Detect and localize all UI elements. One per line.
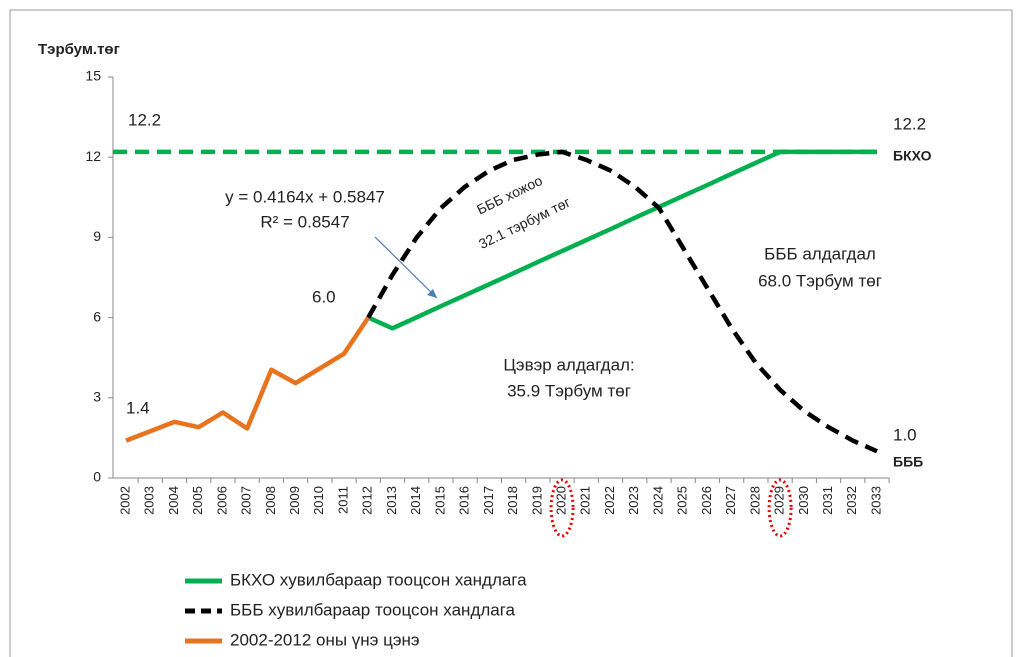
x-tick-label: 2009 (287, 486, 302, 515)
x-tick-label: 2003 (142, 486, 157, 515)
x-tick-label: 2004 (166, 486, 181, 515)
annotation: Цэвэр алдагдал: (503, 355, 634, 374)
x-tick-label: 2012 (360, 486, 375, 515)
x-tick-label: 2002 (117, 486, 132, 515)
x-tick-label: 2011 (335, 486, 350, 514)
x-tick-label: 2023 (626, 486, 641, 515)
x-tick-label: 2033 (868, 486, 883, 515)
annotation: 12.2 (128, 110, 161, 129)
series-line (366, 149, 878, 454)
x-tick-label: 2014 (408, 486, 423, 515)
x-tick-label: 2032 (844, 486, 859, 515)
y-tick-label: 6 (93, 308, 101, 324)
y-tick-label: 12 (85, 148, 101, 164)
series-line (367, 149, 877, 331)
annotation: 12.2 (893, 114, 926, 133)
arrow-head (427, 289, 437, 298)
frame (9, 9, 1013, 657)
series-line (125, 316, 371, 443)
annotation: 35.9 Тэрбум төг (507, 381, 631, 400)
legend-label: БКХО хувилбараар тооцсон хандлага (230, 570, 527, 589)
legend-label: 2002-2012 оны үнэ цэнэ (230, 630, 420, 649)
annotation: 1.0 (893, 425, 917, 444)
annotation: R² = 0.8547 (260, 212, 349, 231)
x-tick-label: 2007 (239, 486, 254, 515)
annotation: 6.0 (312, 287, 336, 306)
x-tick-label: 2025 (675, 486, 690, 515)
x-tick-label: 2013 (384, 486, 399, 515)
x-tick-label: 2029 (772, 486, 787, 515)
x-tick-label: 2026 (699, 486, 714, 515)
x-tick-label: 2015 (432, 486, 447, 515)
annotation: БББ (893, 454, 923, 470)
x-tick-label: 2024 (650, 486, 665, 515)
x-tick-label: 2010 (311, 486, 326, 515)
x-tick-label: 2018 (505, 486, 520, 515)
y-axis-label: Тэрбум.төг (38, 41, 120, 58)
annotation: 68.0 Тэрбум төг (758, 271, 882, 290)
highlight-ellipse (549, 478, 575, 538)
x-tick-label: 2016 (457, 486, 472, 515)
highlight-ellipse (767, 478, 793, 538)
y-tick-label: 9 (93, 228, 101, 244)
x-tick-label: 2020 (554, 486, 569, 515)
x-tick-label: 2006 (214, 486, 229, 515)
x-tick-label: 2017 (481, 486, 496, 515)
x-tick-label: 2022 (602, 486, 617, 515)
annotation: БКХО (893, 148, 932, 164)
annotation: БББ алдагдал (764, 244, 876, 263)
x-tick-label: 2030 (796, 486, 811, 515)
x-tick-label: 2019 (529, 486, 544, 515)
x-tick-label: 2028 (747, 486, 762, 515)
annotation-arrow (374, 236, 438, 299)
x-tick-label: 2005 (190, 486, 205, 515)
x-tick-label: 2027 (723, 486, 738, 515)
y-tick-label: 3 (93, 389, 101, 405)
x-tick-label: 2021 (578, 486, 593, 515)
x-tick-label: 2008 (263, 486, 278, 515)
x-tick-label: 2031 (820, 486, 835, 515)
annotation: 1.4 (126, 398, 150, 417)
legend-label: БББ хувилбараар тооцсон хандлага (230, 600, 516, 619)
annotation: y = 0.4164x + 0.5847 (225, 187, 385, 206)
y-tick-label: 15 (85, 68, 101, 84)
y-tick-label: 0 (93, 469, 101, 485)
